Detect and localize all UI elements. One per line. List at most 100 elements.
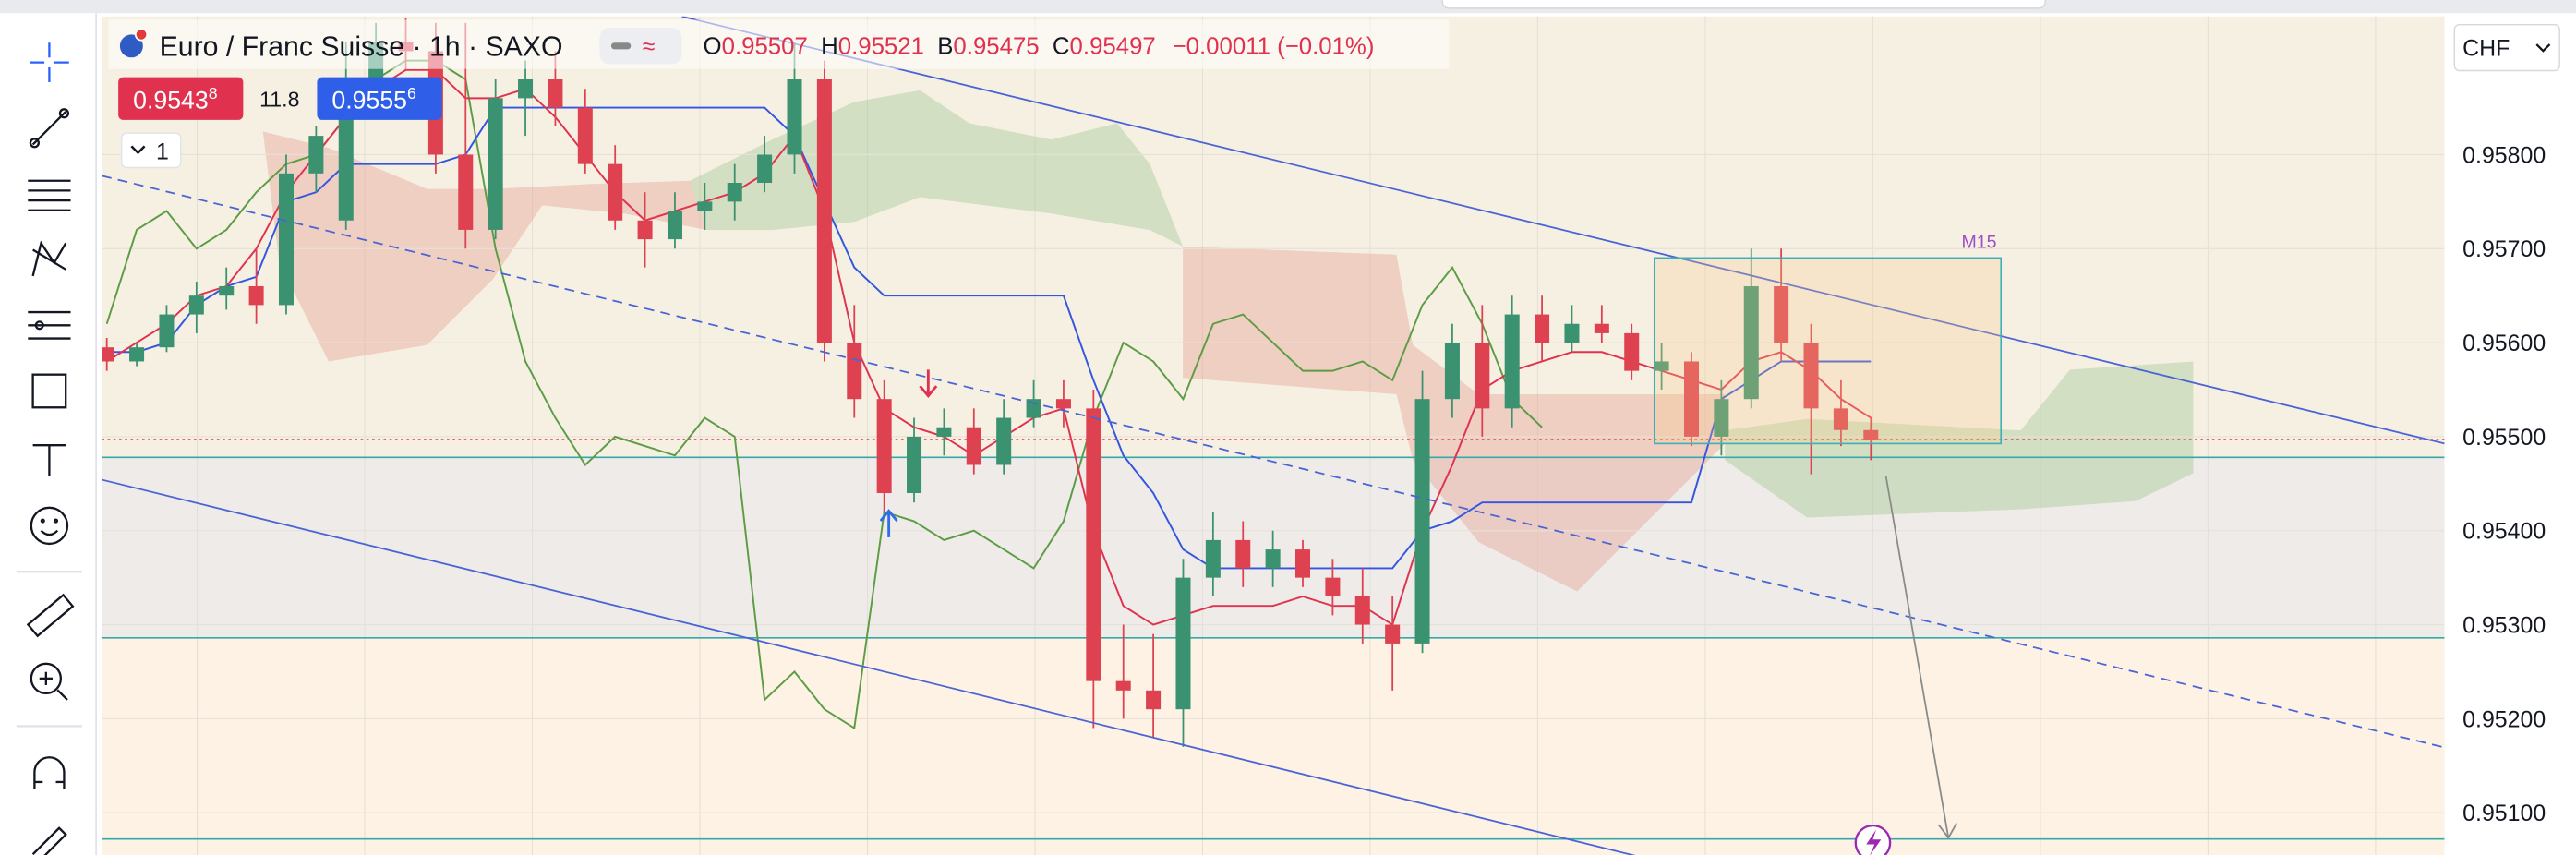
candle-body (248, 286, 264, 306)
candle-body (1535, 314, 1550, 343)
candle-body (1205, 539, 1221, 578)
currency-select[interactable] (2453, 23, 2560, 72)
candle-body (966, 427, 981, 465)
candle-body (637, 220, 653, 240)
buy-signal (879, 509, 898, 537)
buy-button[interactable] (317, 77, 442, 120)
crosshair-tool[interactable] (30, 42, 69, 82)
pattern-tool[interactable] (31, 240, 67, 277)
y-tick-label: 0.95600 (2462, 331, 2546, 356)
candle-body (1325, 577, 1341, 597)
candle-body (727, 183, 742, 202)
candle-body (697, 201, 713, 211)
candle-body (1175, 577, 1191, 710)
toggle-icon (610, 42, 632, 50)
candle-body (1086, 408, 1101, 681)
shape-tool[interactable] (31, 373, 67, 409)
candle-body (907, 436, 922, 494)
candle-body (1295, 549, 1311, 578)
symbol-logo (119, 34, 143, 58)
symbol-title[interactable]: Euro / Franc Suisse · 1h · SAXO (160, 31, 563, 62)
draw-lock-tool[interactable] (31, 826, 67, 855)
fib-tool[interactable] (28, 179, 71, 211)
toolbar (0, 13, 96, 855)
candle-body (1594, 323, 1609, 333)
candle-body (1444, 343, 1460, 400)
ohlc-change: −0.00011 (−0.01%) (1173, 34, 1375, 60)
candle-body (188, 295, 204, 315)
magnet-tool[interactable] (33, 756, 66, 789)
sell-price: 0.95438 (133, 84, 218, 114)
ohlc-key: B (937, 34, 953, 60)
candle-body (816, 79, 832, 343)
ohlc-key: C (1053, 34, 1070, 60)
y-tick-label: 0.95300 (2462, 612, 2546, 638)
trend-line (102, 478, 1636, 855)
projection-arrow (1884, 476, 1950, 838)
buy-price-sup: 6 (407, 84, 416, 102)
candle-body (548, 79, 563, 108)
trend-line (681, 16, 2445, 445)
candle-body (1743, 286, 1759, 400)
buy-price: 0.95556 (331, 84, 416, 114)
candle-body (1624, 332, 1640, 371)
indicator-toggle[interactable] (599, 28, 682, 65)
sell-signal (919, 369, 938, 399)
cloud-bearish (1183, 246, 1726, 592)
sell-price-main: 0.9543 (133, 86, 209, 114)
candle-body (1654, 361, 1669, 371)
ohlc-key: O (704, 34, 722, 60)
y-tick-label: 0.95400 (2462, 519, 2546, 545)
m15-zone (1653, 257, 2003, 445)
candle-body (1863, 429, 1879, 440)
ohlc-value: 0.95507 (722, 34, 808, 60)
candle-body (278, 173, 294, 306)
drawings (102, 16, 2445, 855)
candle-body (1265, 549, 1281, 569)
y-tick-label: 0.95800 (2462, 142, 2546, 168)
ohlc-key: H (821, 34, 838, 60)
price-axis (2444, 13, 2576, 855)
sell-price-sup: 8 (209, 84, 218, 102)
plot (102, 18, 1879, 747)
candle-body (1504, 314, 1520, 409)
top-strip (0, 0, 2576, 14)
sell-button[interactable] (118, 77, 244, 120)
chevron (2535, 43, 2551, 53)
candle-body (488, 98, 503, 230)
candle-body (1115, 680, 1131, 691)
candle-body (308, 136, 324, 174)
legend-collapse[interactable] (120, 132, 182, 169)
candle-body (1235, 539, 1251, 569)
candle-body (1414, 399, 1430, 644)
zoom-tool[interactable] (30, 662, 68, 701)
ohlc-value: 0.95497 (1070, 34, 1156, 60)
cloud-bearish (262, 131, 707, 362)
indicator-line (106, 68, 1872, 627)
ohlc: O0.95507 H0.95521 B0.95475 C0.95497 −0.0… (704, 34, 1375, 60)
candle-body (1683, 361, 1700, 437)
trendline-tool[interactable] (29, 108, 70, 149)
candle-body (1475, 343, 1490, 409)
candle-body (996, 417, 1012, 465)
arrow-head (1937, 822, 1957, 840)
candle-body (667, 211, 682, 240)
ruler-tool[interactable] (26, 593, 75, 638)
ohlc-value: 0.95521 (838, 34, 924, 60)
prediction-tool[interactable] (28, 310, 71, 340)
zone-upper (102, 16, 2445, 457)
emoji-tool[interactable] (30, 506, 69, 546)
candle-body (1774, 286, 1789, 343)
cloud-bullish (690, 90, 1184, 247)
candle-body (936, 427, 952, 437)
candle-body (159, 314, 175, 348)
chevron (130, 145, 146, 155)
price-axis-labels: 0.95800 0.95700 0.95600 0.95500 0.95400 0.953… (2462, 142, 2546, 826)
candle-body (1714, 399, 1729, 437)
text-tool[interactable] (32, 444, 66, 476)
dropdown-edge (1441, 0, 2046, 9)
candle-body (102, 347, 114, 362)
plot-background (102, 16, 2445, 855)
candle-body (847, 343, 862, 400)
